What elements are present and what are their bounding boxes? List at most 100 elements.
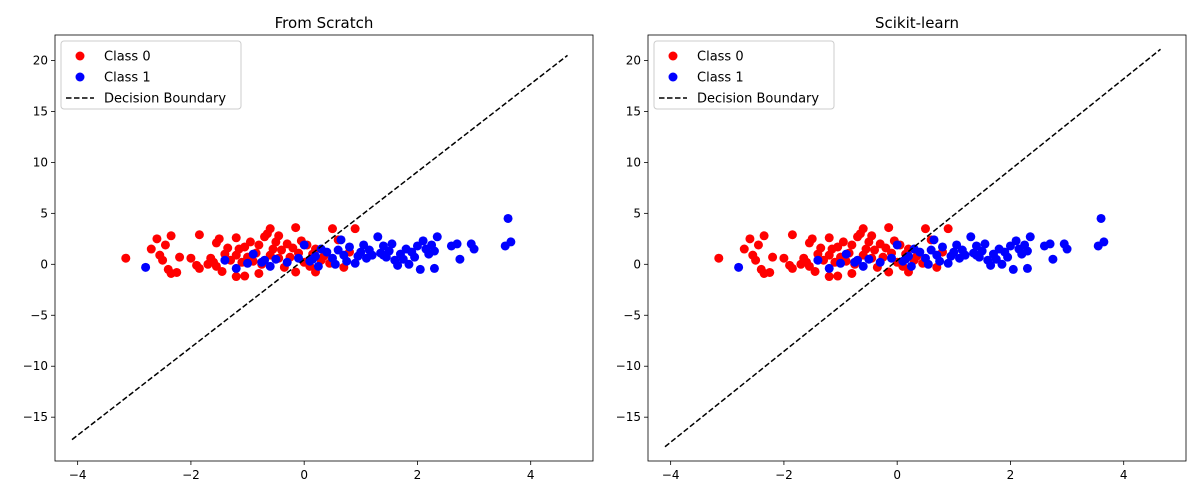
- x-tick-label: −4: [69, 468, 87, 482]
- x-tick-label: 0: [893, 468, 901, 482]
- class-0-point: [214, 234, 224, 244]
- class-0-point: [158, 255, 168, 265]
- class-1-point: [858, 261, 868, 271]
- class-0-point: [847, 268, 857, 278]
- y-tick-label: 20: [626, 53, 641, 67]
- class-1-point: [344, 242, 354, 252]
- legend-box: [60, 40, 242, 110]
- class-0-point: [254, 268, 264, 278]
- class-1-point: [901, 254, 911, 264]
- axes-frame: [647, 34, 1187, 462]
- class-1-point: [1022, 263, 1032, 273]
- legend-boundary-label: Decision Boundary: [104, 92, 226, 107]
- class-0-point: [870, 245, 880, 255]
- y-tick-label: 15: [33, 104, 48, 118]
- class-1-point: [850, 257, 860, 267]
- class-0-point: [816, 243, 826, 253]
- axes-frame: [54, 34, 594, 462]
- chart-title: Scikit-learn: [875, 14, 959, 32]
- class-1-point: [943, 258, 953, 268]
- class-0-point: [231, 233, 241, 243]
- class-1-point: [257, 257, 267, 267]
- class-0-point: [943, 224, 953, 234]
- y-tick-label: −15: [23, 410, 48, 424]
- class-1-point: [1022, 246, 1032, 256]
- class-1-point: [243, 258, 253, 268]
- class-1-point: [299, 240, 309, 250]
- y-tick-label: −5: [623, 308, 641, 322]
- class-1-point: [141, 262, 151, 272]
- class-1-point: [929, 235, 939, 245]
- class-1-point: [836, 258, 846, 268]
- legend: Class 0 Class 1 Decision Boundary: [653, 40, 835, 110]
- class-1-point: [313, 261, 323, 271]
- class-0-point: [847, 240, 857, 250]
- y-tick-label: 10: [626, 155, 641, 169]
- class-0-point: [240, 271, 250, 281]
- class-1-point: [1045, 239, 1055, 249]
- class-0-point: [152, 234, 162, 244]
- class-1-point: [923, 259, 933, 269]
- legend-class-1-marker: [668, 72, 678, 82]
- chart-title: From Scratch: [275, 14, 374, 32]
- class-1-point: [949, 247, 959, 257]
- legend-class-1-label: Class 1: [697, 71, 744, 86]
- class-1-point: [336, 235, 346, 245]
- x-tick-label: 4: [527, 468, 535, 482]
- legend-box: [653, 40, 835, 110]
- legend-class-0-marker: [75, 51, 85, 61]
- class-1-point: [387, 239, 397, 249]
- y-tick-label: 15: [626, 104, 641, 118]
- class-1-point: [282, 257, 292, 267]
- y-tick-label: 20: [33, 53, 48, 67]
- y-tick-label: −10: [23, 359, 48, 373]
- class-1-point: [813, 255, 823, 265]
- class-0-point: [194, 263, 204, 273]
- x-tick-label: −4: [662, 468, 680, 482]
- class-1-point: [986, 260, 996, 270]
- class-0-point: [787, 263, 797, 273]
- class-1-point: [410, 252, 420, 262]
- class-0-point: [327, 224, 337, 234]
- class-0-point: [861, 244, 871, 254]
- class-0-point: [838, 237, 848, 247]
- class-0-point: [160, 240, 170, 250]
- class-0-point: [274, 231, 284, 241]
- class-0-point: [810, 266, 820, 276]
- class-1-point: [906, 261, 916, 271]
- class-1-point: [330, 259, 340, 269]
- decision-boundary-line: [664, 48, 1161, 448]
- class-1-point: [935, 256, 945, 266]
- class-1-point: [1008, 264, 1018, 274]
- class-1-point: [265, 261, 275, 271]
- class-0-point: [787, 230, 797, 240]
- class-0-point: [739, 244, 749, 254]
- class-1-point: [378, 250, 388, 260]
- class-1-point: [367, 250, 377, 260]
- y-tick-label: 0: [40, 257, 48, 271]
- class-1-point: [1011, 236, 1021, 246]
- right-subplot: Scikit-learn −4 −2 0 2 4 −15 −10 −5 0 5 10 15 20 Class…: [616, 14, 1187, 482]
- class-1-point: [997, 259, 1007, 269]
- class-1-point: [248, 249, 258, 259]
- class-1-point: [373, 232, 383, 242]
- class-1-point: [393, 260, 403, 270]
- class-0-point: [223, 243, 233, 253]
- class-0-point: [807, 234, 817, 244]
- class-0-point: [745, 234, 755, 244]
- class-1-point: [342, 256, 352, 266]
- class-0-point: [858, 224, 868, 234]
- class-0-point: [291, 267, 301, 277]
- legend-class-0-label: Class 0: [104, 50, 151, 65]
- class-1-point: [231, 263, 241, 273]
- class-1-point: [418, 236, 428, 246]
- class-1-point: [271, 254, 281, 264]
- class-0-point: [217, 266, 227, 276]
- class-1-point: [864, 254, 874, 264]
- x-tick-label: −2: [182, 468, 200, 482]
- class-0-point: [833, 271, 843, 281]
- class-0-point: [121, 253, 131, 263]
- class-0-point: [884, 223, 894, 233]
- x-tick-label: 4: [1120, 468, 1128, 482]
